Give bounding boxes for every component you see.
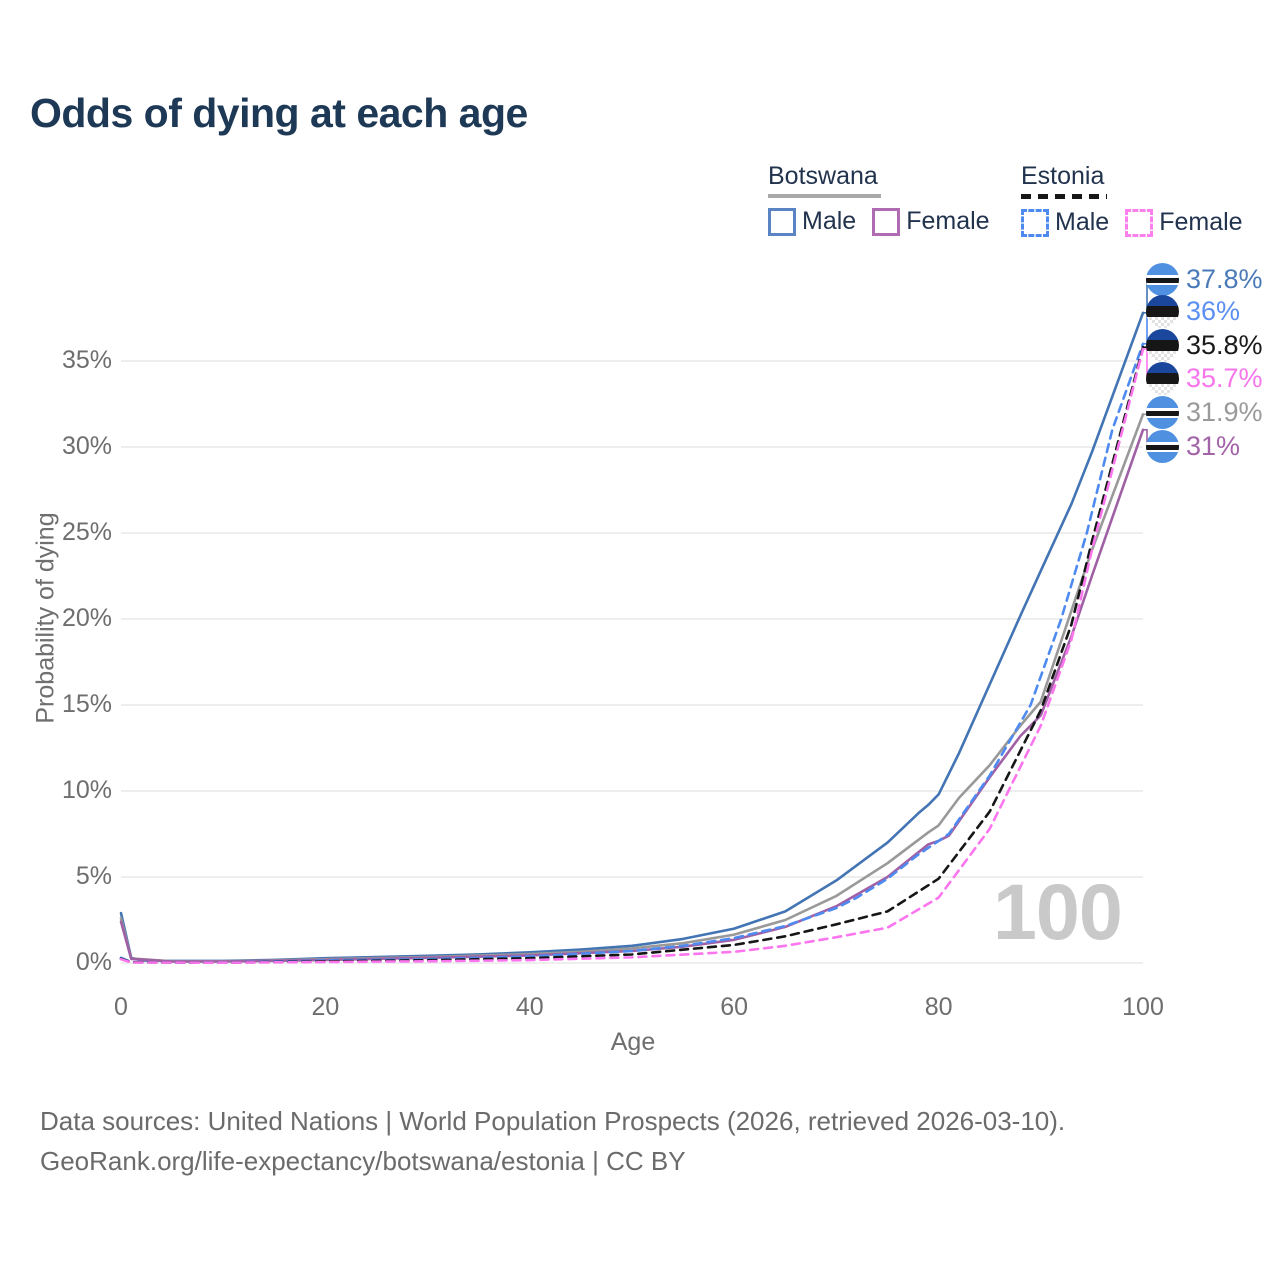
estonia-flag-icon [1146, 295, 1179, 328]
estonia-flag-icon [1146, 329, 1179, 362]
x-tick-label: 60 [720, 993, 749, 1021]
legend-item-botswana-female[interactable]: Female [872, 207, 990, 236]
male-dashed-swatch-icon [1021, 208, 1049, 237]
legend-item-estonia-male[interactable]: Male [1021, 208, 1109, 237]
x-axis-title: Age [610, 1028, 656, 1056]
series-line [119, 428, 1145, 963]
x-tick-label: 80 [924, 993, 953, 1021]
x-tick-label: 20 [311, 993, 340, 1021]
y-tick-label: 10% [61, 776, 112, 804]
y-tick-label: 25% [61, 518, 112, 546]
x-tick-label: 100 [1122, 993, 1164, 1021]
botswana-flag-icon [1146, 430, 1179, 463]
series-line [119, 347, 1145, 964]
legend-group-botswana: Botswana Male Female [768, 162, 990, 236]
x-tick-label: 0 [114, 993, 128, 1021]
series-line [119, 342, 1145, 964]
footer-link[interactable]: GeoRank.org/life-expectancy/botswana/est… [40, 1146, 686, 1176]
estonia-flag-icon [1146, 362, 1179, 395]
legend-item-estonia-female[interactable]: Female [1125, 208, 1243, 237]
end-label-botswana-both: 31.9% [1146, 396, 1263, 429]
series-line [119, 311, 1145, 963]
legend-header-estonia: Estonia [1021, 162, 1105, 190]
end-label-botswana-male: 37.8% [1146, 263, 1263, 296]
end-label-estonia-male: 36% [1146, 295, 1240, 328]
end-label-estonia-female: 35.7% [1146, 362, 1263, 395]
y-tick-label: 0% [75, 948, 112, 976]
series-line [119, 345, 1145, 964]
series-line [119, 413, 1145, 963]
watermark: 100 [993, 867, 1123, 956]
dashed-line-sample [1021, 194, 1107, 199]
legend-group-estonia: Estonia Male Female [1021, 162, 1243, 237]
legend-header-botswana: Botswana [768, 162, 878, 190]
botswana-flag-icon [1146, 396, 1179, 429]
legend-item-botswana-male[interactable]: Male [768, 207, 856, 236]
x-tick-label: 40 [515, 993, 544, 1021]
female-dashed-swatch-icon [1125, 208, 1154, 237]
footer-sources: Data sources: United Nations | World Pop… [40, 1106, 1066, 1136]
female-solid-swatch-icon [872, 207, 901, 236]
y-tick-label: 30% [61, 432, 112, 460]
page-title: Odds of dying at each age [30, 90, 528, 136]
y-tick-label: 15% [61, 690, 112, 718]
botswana-flag-icon [1146, 263, 1179, 296]
solid-line-sample [768, 194, 881, 198]
end-label-estonia-both: 35.8% [1146, 329, 1263, 362]
y-tick-label: 5% [75, 862, 112, 890]
y-tick-label: 20% [61, 604, 112, 632]
male-solid-swatch-icon [768, 207, 796, 236]
y-tick-label: 35% [61, 346, 112, 374]
end-label-botswana-female: 31% [1146, 430, 1240, 463]
